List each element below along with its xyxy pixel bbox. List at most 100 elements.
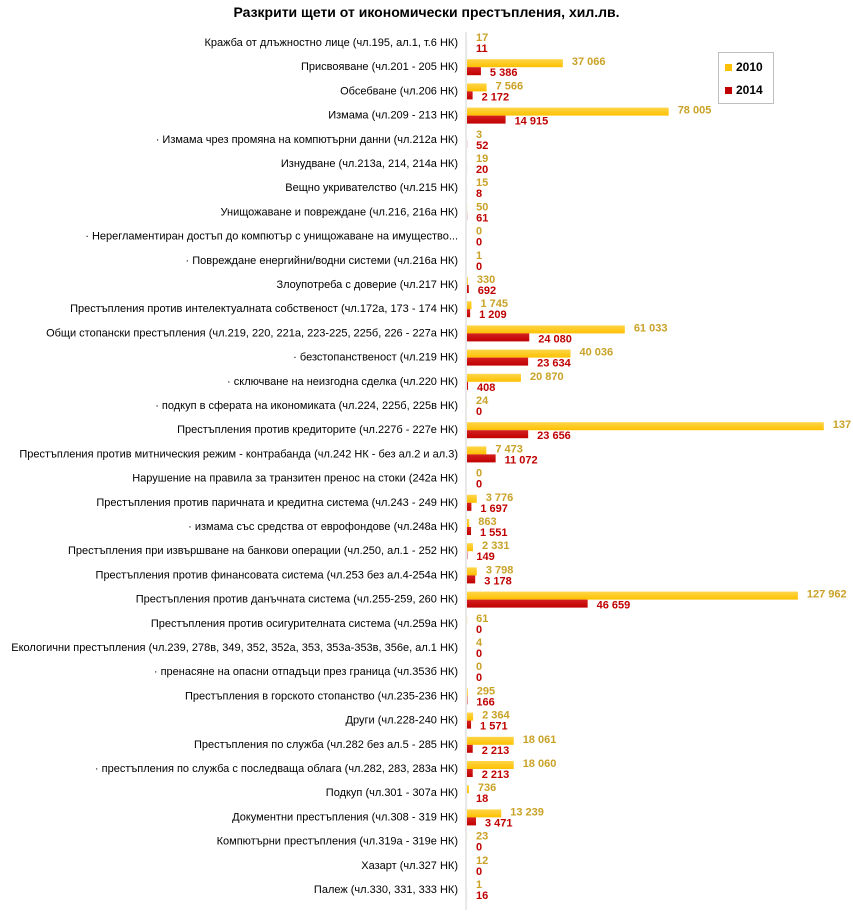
data-label-2010: 0 [476,661,482,673]
bar-2010 [467,422,824,431]
category-label: Престъпления в горското стопанство (чл.2… [185,690,458,702]
data-label-2014: 20 [476,164,488,176]
data-label-2010: 3 776 [486,492,514,504]
data-label-2014: 18 [476,793,488,805]
category-label: Престъпления против финансовата система … [96,569,458,581]
bar-2010 [467,519,470,527]
data-label-2014: 0 [476,237,482,249]
data-label-2010: 2 331 [482,540,510,552]
data-label-2014: 2 213 [482,769,510,781]
category-label: · Повреждане енергийни/водни системи (чл… [186,255,459,267]
data-label-2010: 12 [476,855,488,867]
category-label: Вещно укривателство (чл.215 НК) [285,182,458,194]
data-label-2010: 0 [476,226,482,238]
bar-2010 [467,107,669,116]
bar-2010 [467,373,521,382]
data-label-2010: 15 [476,177,488,189]
category-label: Злоупотреба с доверие (чл.217 НК) [276,279,458,291]
category-label: · пренасяне на опасни отпадъци през гран… [154,666,458,678]
legend: 2010 2014 [718,52,774,104]
data-label-2014: 0 [476,842,482,854]
data-label-2010: 37 066 [572,56,606,68]
data-label-2014: 3 471 [485,817,513,829]
bar-2014 [467,91,473,100]
bar-2010 [467,785,469,794]
bar-2014 [467,115,506,124]
category-label: Екологични престъпления (чл.239, 278в, 3… [11,642,458,654]
data-label-2014: 16 [476,890,488,902]
data-label-2014: 1 571 [480,721,508,733]
legend-item-2014: 2014 [725,83,763,97]
data-label-2010: 20 870 [530,371,564,383]
bar-2014 [467,357,529,366]
bar-2010 [467,59,563,68]
category-label: Палеж (чл.330, 331, 333 НК) [314,884,458,896]
data-label-2010: 40 036 [580,347,614,359]
data-label-2014: 11 [476,43,488,55]
category-label: Хазарт (чл.327 НК) [361,860,458,872]
data-label-2010: 330 [477,274,495,286]
category-label: · сключване на неизгодна сделка (чл.220 … [227,376,458,388]
category-label: Престъпления против кредиторите (чл.227б… [177,424,458,436]
category-label: Кражба от длъжностно лице (чл.195, ал.1,… [205,37,459,49]
data-label-2014: 0 [476,406,482,418]
category-label: Документни престъпления (чл.308 - 319 НК… [232,811,458,823]
data-label-2010: 4 [476,637,483,649]
bar-2010 [467,736,514,745]
category-label: Престъпления против данъчната система (ч… [136,594,458,606]
data-label-2014: 3 178 [484,575,512,587]
category-label: · безстопанственост (чл.219 НК) [293,352,458,364]
legend-swatch-2010 [725,64,732,72]
bar-2014 [467,720,472,729]
bar-2010 [467,809,502,818]
category-label: · Нерегламентиран достъп до компютър с у… [85,231,458,243]
data-label-2010: 13 239 [510,806,544,818]
data-label-2014: 0 [476,261,482,273]
data-label-2010: 0 [476,468,482,480]
category-label: · престъпления по служба с последваща об… [95,763,458,775]
data-label-2014: 2 172 [482,91,510,103]
data-label-2014: 692 [478,285,496,297]
data-label-2010: 17 [476,32,488,44]
data-label-2014: 24 080 [538,333,572,345]
data-label-2014: 2 213 [482,745,510,757]
bar-2010 [467,301,472,310]
data-label-2010: 863 [478,516,496,528]
data-label-2014: 23 656 [537,430,571,442]
data-label-2010: 7 566 [496,80,524,92]
data-label-2010: 137 978 [833,419,853,431]
bar-2014 [467,430,529,439]
data-label-2010: 1 [476,250,482,262]
bar-2010 [467,591,798,600]
data-label-2014: 11 072 [505,454,538,466]
chart-title: Разкрити щети от икономически престъплен… [233,4,620,20]
data-label-2014: 0 [476,866,482,878]
category-label: Престъпления против паричната и кредитна… [96,497,458,509]
data-label-2014: 8 [476,188,482,200]
data-label-2014: 149 [476,551,494,563]
bar-2010 [467,688,468,697]
bar-2010 [467,83,487,92]
data-label-2014: 0 [476,672,482,684]
data-label-2010: 50 [476,201,488,213]
data-label-2010: 19 [476,153,488,165]
bar-2014 [467,744,473,753]
bar-2014 [467,575,476,584]
data-label-2014: 166 [476,696,494,708]
bar-2010 [467,543,474,552]
bar-2010 [467,494,477,503]
bar-2014 [467,333,530,342]
data-label-2014: 0 [476,624,482,636]
legend-swatch-2014 [725,87,732,95]
category-label: Други (чл.228-240 НК) [346,715,458,727]
bar-2014 [467,769,473,777]
category-label: Измама (чл.209 - 213 НК) [328,110,458,122]
data-label-2014: 46 659 [597,600,631,612]
category-label: · Измама чрез промяна на компютърни данн… [156,134,458,146]
bar-2010 [467,712,474,721]
data-label-2014: 0 [476,648,482,660]
category-label: Обсебване (чл.206 НК) [340,85,458,97]
data-label-2010: 24 [476,395,489,407]
category-label: Общи стопански престъпления (чл.219, 220… [46,327,458,339]
